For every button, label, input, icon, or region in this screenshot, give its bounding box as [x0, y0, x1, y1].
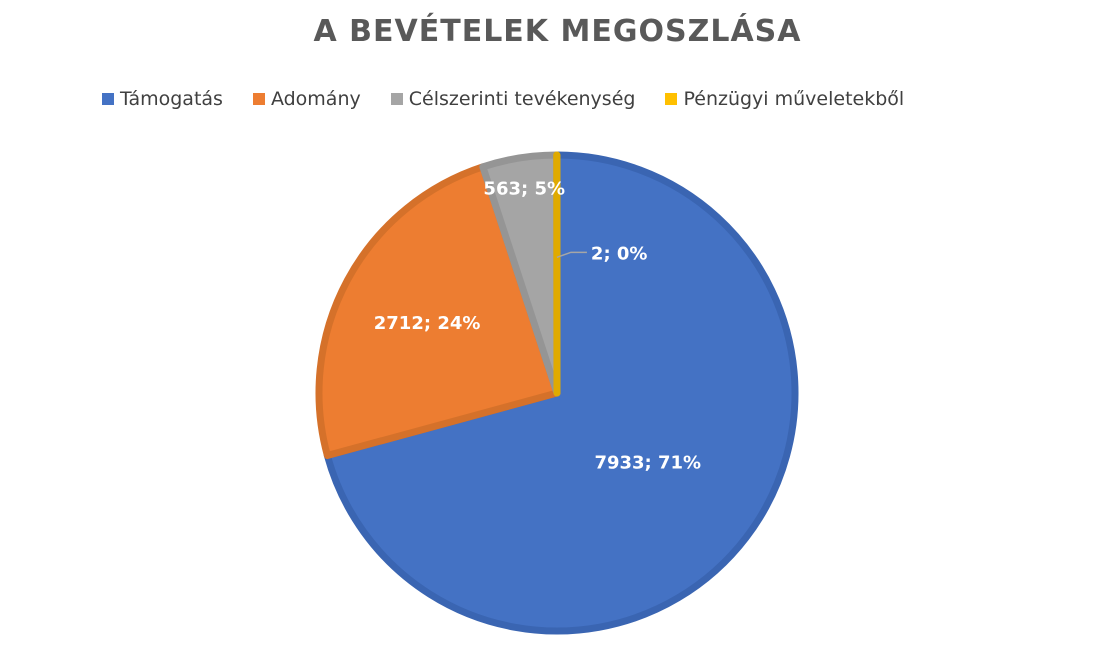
data-label-adomany: 2712; 24% — [374, 313, 481, 334]
legend: Támogatás Adomány Célszerinti tevékenysé… — [102, 88, 934, 110]
legend-swatch-penzugyi — [665, 93, 678, 105]
legend-label-tamogatas: Támogatás — [120, 88, 223, 110]
legend-label-adomany: Adomány — [270, 88, 361, 110]
legend-item-penzugyi: Pénzügyi műveletekből — [665, 88, 904, 110]
legend-swatch-tamogatas — [102, 93, 114, 105]
legend-item-adomany: Adomány — [252, 88, 361, 110]
data-label-tamogatas: 7933; 71% — [594, 452, 701, 473]
legend-item-tamogatas: Támogatás — [102, 88, 223, 110]
leader-line-penzugyi — [556, 251, 587, 259]
data-label-celszerinti: 563; 5% — [483, 179, 565, 200]
legend-swatch-adomany — [252, 93, 265, 105]
data-label-penzugyi: 2; 0% — [591, 243, 648, 264]
chart-title: A BEVÉTELEK MEGOSZLÁSA — [313, 14, 802, 49]
legend-item-celszerinti: Célszerinti tevékenység — [390, 88, 636, 110]
legend-swatch-celszerinti — [390, 93, 403, 105]
pie-slice-tamogatas — [323, 151, 799, 635]
legend-label-penzugyi: Pénzügyi műveletekből — [683, 88, 905, 110]
pie-slice-adomany — [315, 163, 561, 460]
legend-label-celszerinti: Célszerinti tevékenység — [408, 88, 636, 110]
